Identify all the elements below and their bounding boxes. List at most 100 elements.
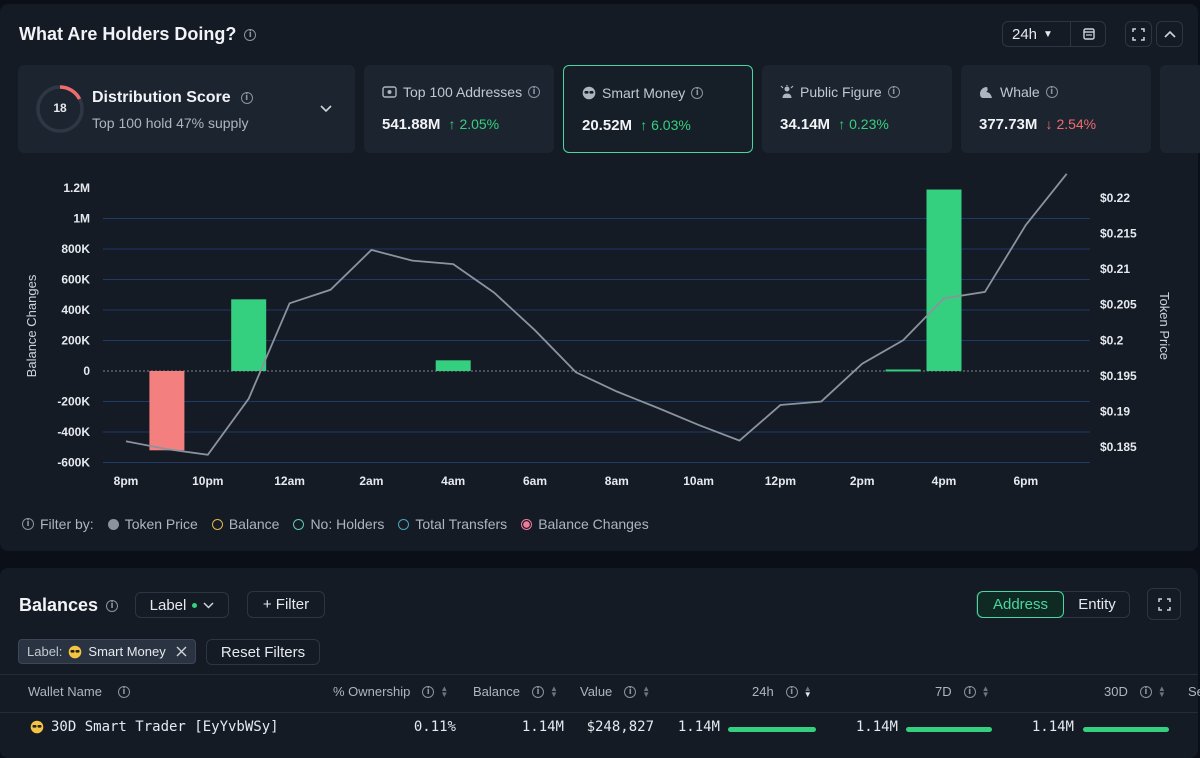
add-filter-label: + Filter — [262, 596, 310, 613]
info-icon[interactable]: i — [528, 86, 541, 98]
score-title-row: Distribution Score i — [92, 89, 253, 107]
active-dot — [192, 602, 198, 608]
legend-dot — [521, 518, 533, 530]
x-tick-label: 4pm — [932, 474, 957, 488]
x-tick-label: 6am — [523, 474, 547, 488]
positive-bar — [435, 360, 471, 371]
col-balance[interactable]: Balance i ▲ ▼ — [473, 684, 558, 699]
legend-no-holders[interactable]: No: Holders — [293, 516, 384, 532]
info-icon[interactable]: i — [963, 685, 976, 698]
sort-icon[interactable]: ▲ ▼ — [803, 683, 812, 699]
change-24h-cell: 1.14M — [677, 719, 720, 735]
info-icon[interactable]: i — [240, 92, 253, 104]
card-value: 34.14M — [780, 116, 831, 133]
expand-table-button[interactable] — [1147, 588, 1181, 620]
y2-axis-label: Token Price — [1157, 292, 1172, 360]
toggle-address[interactable]: Address — [977, 591, 1064, 618]
legend-label: Balance — [228, 516, 280, 532]
negative-bar — [149, 371, 185, 451]
filter-chip[interactable]: Label: Smart Money — [18, 639, 196, 664]
distribution-score-card[interactable]: 18 Distribution Score i Top 100 hold 47%… — [18, 65, 355, 153]
add-filter-button[interactable]: + Filter — [247, 591, 325, 618]
card-label-row: Smart Money i — [582, 85, 704, 101]
sort-icon[interactable]: ▲ ▼ — [549, 683, 558, 699]
col-wallet-name[interactable]: Wallet Name i — [28, 684, 130, 699]
legend-token-price[interactable]: Token Price — [107, 516, 198, 532]
value-cell: $248,827 — [586, 719, 654, 735]
panel-header: What Are Holders Doing? i — [19, 24, 257, 45]
address-entity-toggle: Address Entity — [976, 591, 1130, 618]
wallet-name[interactable]: 30D Smart Trader [EyYvbWSy] — [51, 719, 279, 735]
reset-filters-label: Reset Filters — [220, 643, 306, 661]
card-label-row: Top 100 Addresses i — [382, 84, 541, 100]
next-card-partial[interactable] — [1160, 65, 1200, 153]
expand-button[interactable] — [1125, 21, 1152, 47]
card-label: Public Figure — [800, 84, 882, 100]
change-7d-bar — [906, 727, 992, 732]
toggle-address-label: Address — [992, 596, 1049, 613]
legend-total-transfers[interactable]: Total Transfers — [398, 516, 507, 532]
card-value: 20.52M — [582, 117, 633, 134]
whale-card[interactable]: Whale i 377.73M ↓ 2.54% — [961, 65, 1151, 153]
divider — [0, 712, 1198, 713]
sort-icon[interactable]: ▲ ▼ — [440, 683, 449, 699]
public-figure-card[interactable]: Public Figure i 34.14M ↑ 0.23% — [762, 65, 952, 153]
info-icon[interactable]: i — [531, 685, 544, 698]
col-label: Balance — [473, 684, 520, 699]
legend-balance-changes[interactable]: Balance Changes — [521, 516, 649, 532]
legend-label: Balance Changes — [538, 516, 649, 532]
col-30d[interactable]: 30D i ▲ ▼ — [1104, 684, 1166, 699]
sunglasses-icon — [582, 86, 596, 100]
score-ring — [36, 85, 84, 133]
card-label-row: Whale i — [979, 84, 1058, 100]
info-icon[interactable]: i — [22, 518, 34, 530]
col-7d[interactable]: 7D i ▲ ▼ — [935, 684, 990, 699]
change-up: ↑ 2.05% — [448, 116, 500, 132]
info-icon[interactable]: i — [887, 86, 900, 98]
info-icon[interactable]: i — [624, 685, 637, 698]
info-icon[interactable]: i — [1139, 685, 1152, 698]
label-dropdown[interactable]: Label — [135, 592, 229, 618]
calendar-icon[interactable] — [1083, 27, 1095, 44]
chevron-down-icon — [203, 601, 214, 609]
toggle-entity[interactable]: Entity — [1065, 592, 1129, 617]
info-icon[interactable]: i — [691, 87, 704, 99]
y2-tick-label: $0.2 — [1100, 333, 1124, 347]
positive-bar — [926, 189, 962, 371]
close-icon[interactable] — [176, 646, 187, 657]
col-value[interactable]: Value i ▲ ▼ — [580, 684, 650, 699]
col-partial[interactable]: Se — [1188, 684, 1200, 699]
info-icon[interactable]: i — [1045, 86, 1058, 98]
info-icon[interactable]: i — [785, 685, 798, 698]
sort-icon[interactable]: ▲ ▼ — [1157, 683, 1166, 699]
info-icon[interactable]: i — [117, 685, 130, 698]
card-label: Top 100 Addresses — [403, 84, 523, 100]
sort-icon[interactable]: ▲ ▼ — [981, 683, 990, 699]
sunglasses-icon — [69, 645, 82, 658]
collapse-button[interactable] — [1156, 21, 1183, 47]
info-icon[interactable]: i — [106, 599, 119, 612]
y-tick-label: 1M — [73, 212, 90, 226]
card-value: 541.88M — [382, 116, 441, 133]
info-icon[interactable]: i — [422, 685, 435, 698]
panel-title: What Are Holders Doing? — [19, 24, 237, 44]
reset-filters-button[interactable]: Reset Filters — [206, 639, 320, 665]
timeframe-select[interactable]: 24h ▼ — [1002, 21, 1106, 47]
top-100-addresses-card[interactable]: Top 100 Addresses i 541.88M ↑ 2.05% — [364, 65, 554, 153]
timeframe-value: 24h — [1012, 25, 1038, 43]
card-label: Smart Money — [602, 85, 686, 101]
card-change: 0.23% — [849, 116, 889, 132]
col-24h[interactable]: 24h i ▲ ▼ — [752, 684, 812, 699]
y-tick-label: 800K — [61, 242, 90, 256]
x-tick-label: 6pm — [1013, 474, 1038, 488]
col-ownership[interactable]: % Ownership i ▲ ▼ — [333, 684, 448, 699]
legend-balance[interactable]: Balance — [211, 516, 280, 532]
sort-icon[interactable]: ▲ ▼ — [642, 683, 651, 699]
y2-tick-label: $0.215 — [1100, 227, 1137, 241]
col-label: Se — [1188, 684, 1200, 699]
chevron-down-icon[interactable] — [320, 105, 332, 113]
info-icon[interactable]: i — [244, 28, 257, 41]
x-tick-label: 2am — [359, 474, 383, 488]
smart-money-card[interactable]: Smart Money i 20.52M ↑ 6.03% — [563, 65, 753, 153]
legend-title-text: Filter by: — [40, 516, 94, 532]
